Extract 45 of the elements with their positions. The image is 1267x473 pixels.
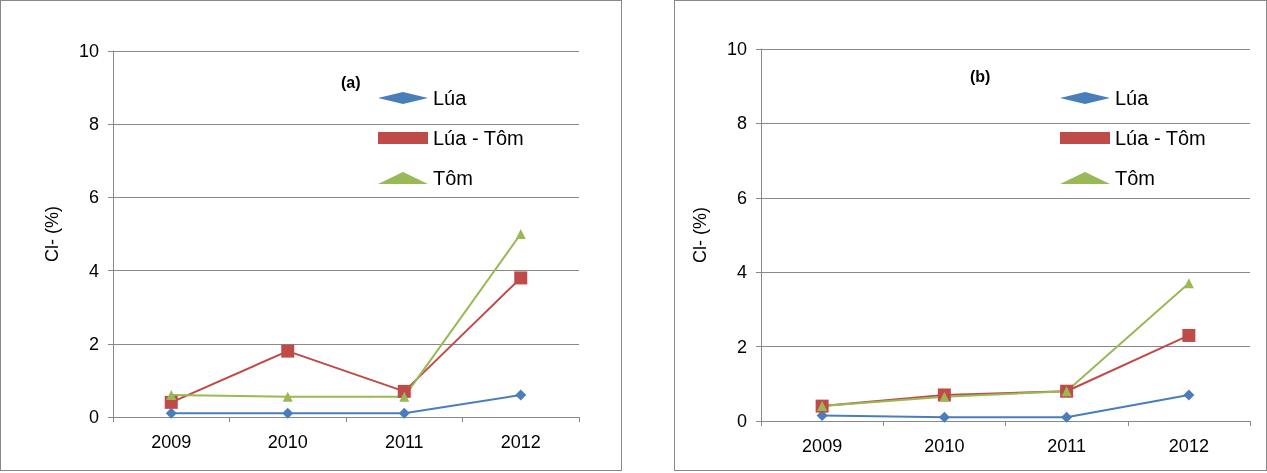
point (1183, 389, 1195, 401)
y-tick-label: 6 (736, 187, 747, 208)
point (165, 407, 177, 419)
point (514, 271, 528, 285)
point (282, 391, 293, 402)
legend-label: Tôm (1115, 167, 1155, 189)
x-tick-label: 2009 (151, 432, 192, 452)
x-tick-label: 2009 (802, 436, 843, 456)
text: (b) (970, 67, 991, 85)
y-tick-label: 4 (88, 260, 99, 281)
point (515, 229, 526, 239)
legend-label: Tôm (433, 167, 473, 189)
point (281, 344, 295, 358)
x-tick-label: 2011 (384, 432, 424, 452)
y-tick-label: 2 (736, 336, 747, 357)
x-tick-label: 2011 (1047, 436, 1086, 456)
point (398, 407, 410, 419)
y-tick-label: 2 (88, 333, 99, 354)
point (1183, 278, 1194, 289)
point (1182, 328, 1196, 342)
x-tick-label: 2010 (267, 432, 308, 452)
y-tick-label: 10 (78, 41, 99, 61)
y-tick-label: 8 (88, 114, 99, 135)
y-tick-label: 8 (736, 113, 747, 134)
point (515, 389, 527, 401)
x-tick-label: 2012 (1168, 436, 1209, 456)
point (938, 411, 950, 423)
legend-label: Lúa (433, 87, 468, 109)
point (399, 391, 410, 402)
x-tick-label: 2010 (924, 436, 965, 456)
y-tick-label: 4 (736, 262, 747, 283)
y-tick-label: 0 (736, 411, 747, 431)
legend-label: Lúa (1115, 87, 1150, 109)
y-axis-title: Cl- (%) (690, 207, 710, 263)
point (1061, 411, 1073, 423)
text: (a) (341, 73, 361, 91)
point (282, 407, 294, 419)
y-axis-title: Cl- (%) (42, 206, 62, 262)
point (166, 390, 177, 401)
legend-label: Lúa - Tôm (1115, 127, 1206, 149)
y-tick-label: 6 (88, 187, 99, 208)
y-tick-label: 10 (726, 39, 747, 59)
x-tick-label: 2012 (500, 432, 541, 452)
y-tick-label: 0 (88, 407, 99, 427)
legend-label: Lúa - Tôm (433, 127, 524, 149)
